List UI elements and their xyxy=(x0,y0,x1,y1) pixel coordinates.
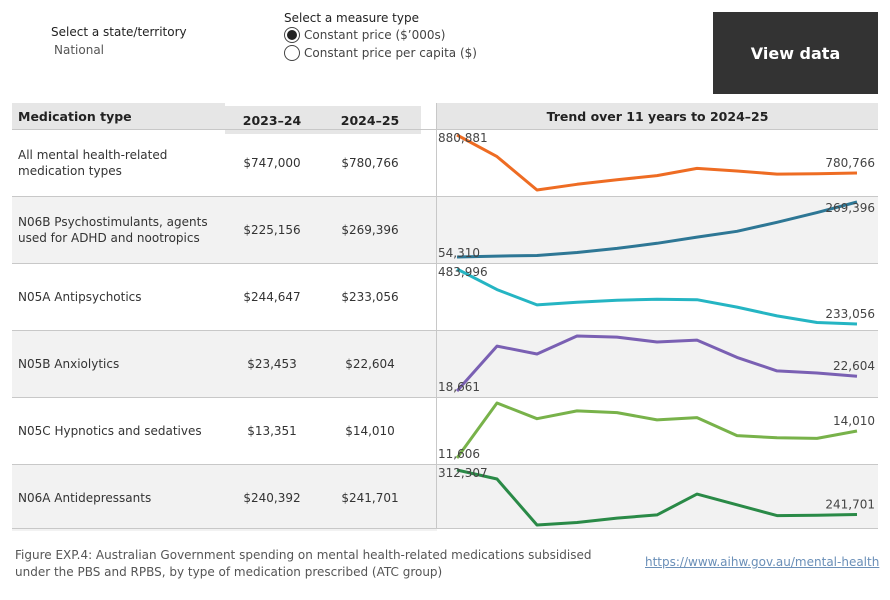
trend-line xyxy=(456,267,858,326)
value-2023-24: $23,453 xyxy=(247,357,297,371)
trend-first-label: 18,661 xyxy=(438,380,480,394)
trend-line xyxy=(456,200,858,259)
value-2024-25: $14,010 xyxy=(345,424,395,438)
value-2023-24: $747,000 xyxy=(243,156,301,170)
table-row: N05C Hypnotics and sedatives $13,351 $14,0… xyxy=(12,397,437,464)
medication-name: N06B Psychostimulants, agents used for A… xyxy=(18,215,208,245)
trend-last-label: 269,396 xyxy=(825,201,875,215)
table-bottom-border xyxy=(12,528,878,529)
trend-first-label: 54,310 xyxy=(438,246,480,260)
trend-line xyxy=(455,334,858,392)
medication-name: N05A Antipsychotics xyxy=(18,290,142,304)
table-row: N06A Antidepressants $240,392 $241,701 xyxy=(12,464,437,531)
medication-name: N05B Anxiolytics xyxy=(18,357,120,371)
radio-selected-icon xyxy=(284,27,300,43)
state-filter-label: Select a state/territory xyxy=(51,25,187,39)
value-2023-24: $13,351 xyxy=(247,424,297,438)
header-medication-type: Medication type xyxy=(12,103,225,129)
medication-name: N06A Antidepressants xyxy=(18,491,152,505)
trend-first-label: 312,307 xyxy=(438,466,488,480)
medication-table: Medication type 2023–24 2024–25 Trend ov… xyxy=(12,103,878,531)
value-2023-24: $240,392 xyxy=(243,491,301,505)
table-row: All mental health-related medication typ… xyxy=(12,129,437,196)
radio-constant-price[interactable]: Constant price ($’000s) xyxy=(284,27,445,43)
trend-line xyxy=(456,468,858,527)
trend-first-label: 11,606 xyxy=(438,447,480,461)
value-2024-25: $233,056 xyxy=(341,290,399,304)
value-2024-25: $22,604 xyxy=(345,357,395,371)
medication-name: N05C Hypnotics and sedatives xyxy=(18,424,202,438)
trend-sparklines: 880,881 780,766 54,310 269,396 483,996 233,05… xyxy=(437,129,878,529)
measure-filter-label: Select a measure type xyxy=(284,11,419,25)
trend-last-label: 780,766 xyxy=(825,156,875,170)
trend-last-label: 22,604 xyxy=(833,359,875,373)
view-data-button[interactable]: View data xyxy=(713,12,878,94)
trend-last-label: 14,010 xyxy=(833,414,875,428)
header-trend: Trend over 11 years to 2024–25 xyxy=(437,103,878,129)
trend-row-band xyxy=(437,330,878,397)
value-2023-24: $244,647 xyxy=(243,290,301,304)
column-divider xyxy=(436,103,437,529)
value-2023-24: $225,156 xyxy=(243,223,301,237)
table-row: N05B Anxiolytics $23,453 $22,604 xyxy=(12,330,437,397)
table-row: N05A Antipsychotics $244,647 $233,056 xyxy=(12,263,437,330)
table-row: N06B Psychostimulants, agents used for A… xyxy=(12,196,437,263)
trend-row-band xyxy=(437,464,878,529)
medication-name: All mental health-related medication typ… xyxy=(18,148,168,178)
radio-per-capita-label: Constant price per capita ($) xyxy=(304,46,477,60)
trend-line xyxy=(456,133,858,192)
value-2024-25: $269,396 xyxy=(341,223,399,237)
radio-per-capita[interactable]: Constant price per capita ($) xyxy=(284,45,477,61)
trend-line xyxy=(455,401,858,459)
radio-constant-price-label: Constant price ($’000s) xyxy=(304,28,446,42)
trend-last-label: 241,701 xyxy=(825,497,875,511)
source-link[interactable]: https://www.aihw.gov.au/mental-health xyxy=(645,555,880,569)
figure-caption: Figure EXP.4: Australian Government spen… xyxy=(15,548,592,579)
value-2024-25: $780,766 xyxy=(341,156,399,170)
radio-unselected-icon xyxy=(284,45,300,61)
trend-first-label: 483,996 xyxy=(438,265,488,279)
trend-first-label: 880,881 xyxy=(438,131,488,145)
trend-row-band xyxy=(437,196,878,263)
state-filter-value[interactable]: National xyxy=(54,43,105,57)
trend-last-label: 233,056 xyxy=(825,307,875,321)
value-2024-25: $241,701 xyxy=(341,491,399,505)
